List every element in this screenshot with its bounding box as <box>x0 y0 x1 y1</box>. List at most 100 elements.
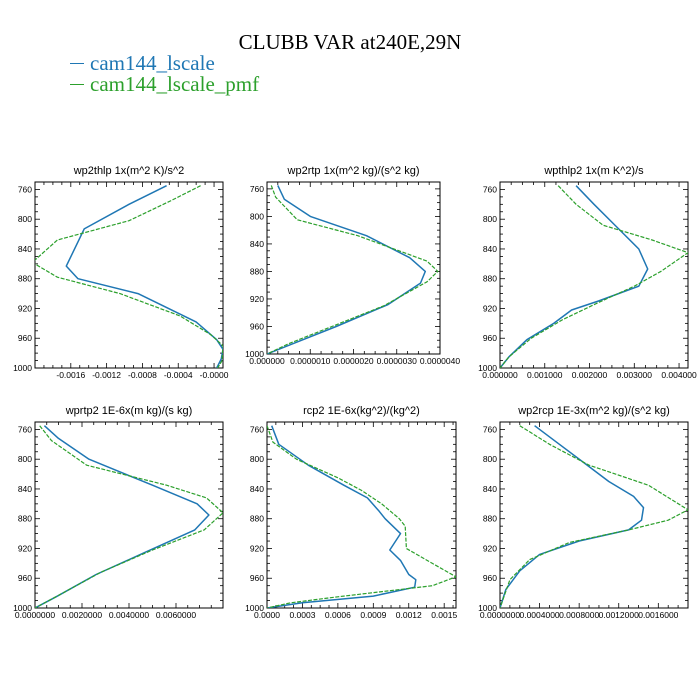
panel-title: wp2thlp 1x(m^2 K)/s^2 <box>73 165 185 177</box>
y-tick-label: 800 <box>18 454 32 464</box>
plot-frame <box>266 421 457 609</box>
x-tick-label: 0.0000040 <box>420 356 460 366</box>
x-tick-label: 0.0060000 <box>156 610 196 620</box>
plot-frame <box>499 181 689 369</box>
x-tick-label: 0.0003 <box>289 610 315 620</box>
x-tick-label: 0.002000 <box>572 370 608 380</box>
series-line-lscale-pmf <box>267 185 439 354</box>
y-tick-label: 1000 <box>245 603 264 613</box>
profile-panel-2: wp2rtp 1x(m^2 kg)/(s^2 kg) 760 800 840 880 92… <box>245 165 460 366</box>
legend-item-lscale-pmf: cam144_lscale_pmf <box>70 72 259 97</box>
series-line-lscale <box>500 185 649 368</box>
y-tick-label: 840 <box>483 484 497 494</box>
y-tick-label: 840 <box>250 484 264 494</box>
y-tick-label: 1000 <box>13 363 32 373</box>
x-tick-label: 0.001000 <box>527 370 563 380</box>
y-tick-label: 880 <box>18 274 32 284</box>
series-line-lscale-pmf <box>500 185 688 368</box>
legend-label-lscale-pmf: cam144_lscale_pmf <box>90 72 260 96</box>
y-tick-label: 1000 <box>478 603 497 613</box>
y-tick-label: 800 <box>483 454 497 464</box>
y-tick-label: 760 <box>18 424 32 434</box>
series-line-lscale <box>35 425 210 608</box>
legend-line-swatch <box>70 83 84 85</box>
plot-frame <box>34 181 224 369</box>
series-line-lscale <box>267 425 417 608</box>
y-tick-label: 920 <box>483 303 497 313</box>
y-tick-label: 960 <box>483 573 497 583</box>
x-tick-label: 0.0040000 <box>109 610 149 620</box>
plot-frame <box>34 421 224 609</box>
x-tick-label: 0.0000000 <box>480 610 520 620</box>
y-tick-label: 760 <box>483 184 497 194</box>
y-tick-label: 840 <box>250 239 264 249</box>
x-tick-label: -0.0012 <box>92 370 121 380</box>
x-tick-label: 0.0006 <box>325 610 351 620</box>
x-tick-label: 0.000000 <box>482 370 518 380</box>
legend-line-swatch <box>70 62 84 64</box>
y-tick-label: 960 <box>18 333 32 343</box>
profile-panel-1: wp2thlp 1x(m^2 K)/s^2 760 800 840 880 920 960 1… <box>13 165 229 380</box>
profile-panel-6: wp2rcp 1E-3x(m^2 kg)/(s^2 kg) 760 800 840 88… <box>478 405 689 620</box>
x-tick-label: 0.0009 <box>360 610 386 620</box>
x-tick-label: 0.0004000 <box>519 610 559 620</box>
legend-item-lscale: cam144_lscale <box>70 51 215 76</box>
series-line-lscale-pmf <box>267 425 456 608</box>
y-tick-label: 1000 <box>245 349 264 359</box>
y-tick-label: 960 <box>483 333 497 343</box>
y-tick-label: 760 <box>250 184 264 194</box>
profile-panel-4: wprtp2 1E-6x(m kg)/(s kg) 760 800 840 880 920… <box>13 405 224 620</box>
y-tick-label: 960 <box>250 573 264 583</box>
y-tick-label: 960 <box>250 321 264 331</box>
x-tick-label: 0.0000 <box>254 610 280 620</box>
y-tick-label: 760 <box>250 424 264 434</box>
y-tick-label: 880 <box>483 514 497 524</box>
x-tick-label: 0.000000 <box>249 356 285 366</box>
x-tick-label: 0.004000 <box>661 370 697 380</box>
y-tick-label: 920 <box>18 543 32 553</box>
panel-title: wprtp2 1E-6x(m kg)/(s kg) <box>65 405 193 417</box>
series-line-lscale <box>500 425 645 608</box>
panel-title: wpthlp2 1x(m K^2)/s <box>543 165 644 177</box>
x-tick-label: 0.0020000 <box>62 610 102 620</box>
y-tick-label: 800 <box>250 211 264 221</box>
y-tick-label: 880 <box>250 266 264 276</box>
x-tick-label: 0.0008000 <box>559 610 599 620</box>
y-tick-label: 840 <box>483 244 497 254</box>
y-tick-label: 800 <box>18 214 32 224</box>
y-tick-label: 840 <box>18 484 32 494</box>
x-tick-label: -0.0008 <box>128 370 157 380</box>
x-tick-label: 0.003000 <box>617 370 653 380</box>
figure-title: CLUBB VAR at240E,29N <box>238 30 462 54</box>
x-tick-label: 0.0000020 <box>333 356 373 366</box>
y-tick-label: 920 <box>250 294 264 304</box>
panel-title: wp2rcp 1E-3x(m^2 kg)/(s^2 kg) <box>517 405 670 417</box>
y-tick-label: 960 <box>18 573 32 583</box>
series-line-lscale-pmf <box>35 425 223 608</box>
y-tick-label: 800 <box>483 214 497 224</box>
x-tick-label: 0.0000010 <box>290 356 330 366</box>
x-tick-label: 0.0012 <box>396 610 422 620</box>
profile-panel-3: wpthlp2 1x(m K^2)/s 760 800 840 880 920 960 100… <box>478 165 697 380</box>
series-line-lscale-pmf <box>500 425 688 608</box>
y-tick-label: 760 <box>18 184 32 194</box>
y-tick-label: 1000 <box>13 603 32 613</box>
x-tick-label: -0.0000 <box>200 370 229 380</box>
y-tick-label: 920 <box>250 543 264 553</box>
plot-frame <box>499 421 689 609</box>
y-tick-label: 800 <box>250 454 264 464</box>
y-tick-label: 880 <box>483 274 497 284</box>
y-tick-label: 880 <box>250 514 264 524</box>
x-tick-label: 0.0000000 <box>15 610 55 620</box>
y-tick-label: 920 <box>18 303 32 313</box>
y-tick-label: 840 <box>18 244 32 254</box>
legend-label-lscale: cam144_lscale <box>90 51 215 75</box>
x-tick-label: 0.0016000 <box>638 610 678 620</box>
x-tick-label: -0.0004 <box>164 370 193 380</box>
y-tick-label: 920 <box>483 543 497 553</box>
y-tick-label: 880 <box>18 514 32 524</box>
x-tick-label: 0.0012000 <box>599 610 639 620</box>
panel-title: rcp2 1E-6x(kg^2)/(kg^2) <box>303 405 420 417</box>
series-line-lscale <box>267 185 427 354</box>
